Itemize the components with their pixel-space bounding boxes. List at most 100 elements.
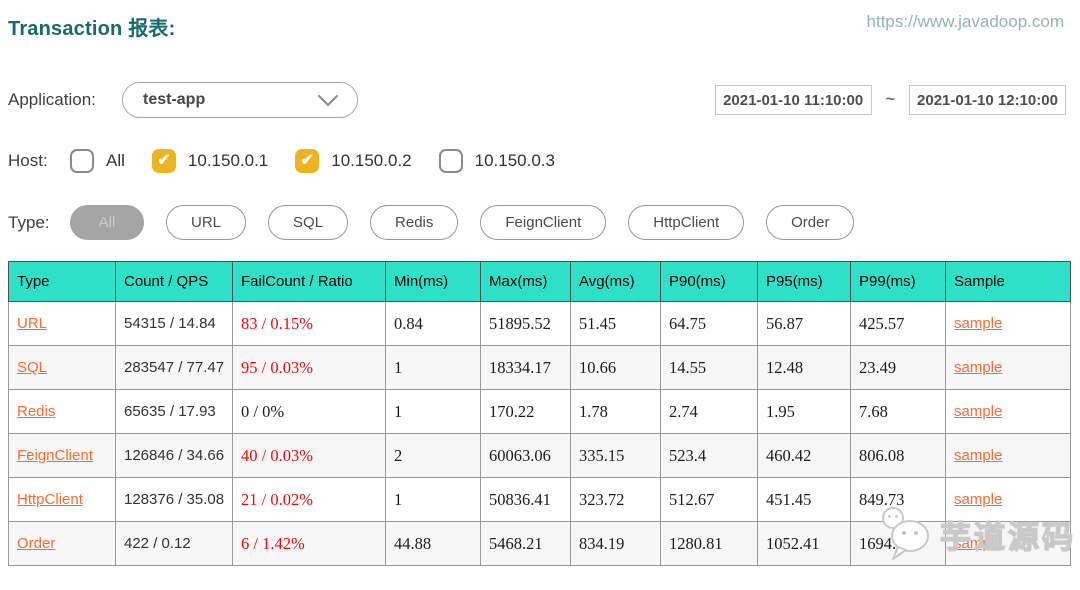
count-qps-cell: 128376 / 35.08: [115, 477, 233, 522]
host-checkbox-10-150-0-3[interactable]: ✔: [438, 149, 463, 173]
p95-cell: 451.45: [757, 477, 851, 522]
type-button-redis[interactable]: Redis: [370, 205, 459, 240]
column-header: FailCount / Ratio: [232, 261, 386, 302]
type-link-feignclient[interactable]: FeignClient: [17, 447, 93, 464]
type-cell: Redis: [8, 389, 116, 434]
count-qps-cell: 126846 / 34.66: [115, 433, 233, 478]
transaction-table: Type Count / QPS FailCount / Ratio Min(ms) M…: [8, 261, 1071, 566]
host-option: ✔ 10.150.0.3: [438, 149, 555, 173]
application-row: Application: test-app 2021-01-10 11:10:0…: [8, 82, 1066, 118]
table-row: FeignClient 126846 / 34.66 40 / 0.03% 2 6006…: [8, 433, 1071, 478]
p99-cell: 1694.15: [850, 521, 946, 566]
sample-link[interactable]: sample: [954, 447, 1003, 464]
type-button-all[interactable]: All: [70, 205, 144, 240]
p99-cell: 425.57: [850, 301, 946, 346]
p90-cell: 64.75: [660, 301, 758, 346]
date-range: 2021-01-10 11:10:00 ~ 2021-01-10 12:10:0…: [714, 85, 1066, 115]
table-row: HttpClient 128376 / 35.08 21 / 0.02% 1 50836…: [8, 477, 1071, 522]
table-row: SQL 283547 / 77.47 95 / 0.03% 1 18334.17 10.6…: [8, 345, 1071, 390]
host-option-label: 10.150.0.2: [331, 151, 412, 170]
type-cell: Order: [8, 521, 116, 566]
max-cell: 50836.41: [480, 477, 571, 522]
failcount-ratio-cell: 6 / 1.42%: [232, 521, 386, 566]
failcount-ratio-cell: 83 / 0.15%: [232, 301, 386, 346]
type-options: All URL SQL Redis FeignClient HttpClient Order: [70, 205, 876, 240]
avg-cell: 323.72: [570, 477, 661, 522]
avg-cell: 1.78: [570, 389, 661, 434]
table-body: URL 54315 / 14.84 83 / 0.15% 0.84 51895.52 51…: [8, 301, 1071, 566]
type-button-sql[interactable]: SQL: [268, 205, 349, 240]
count-qps-cell: 54315 / 14.84: [115, 301, 233, 346]
type-button-url[interactable]: URL: [166, 205, 247, 240]
max-cell: 60063.06: [480, 433, 571, 478]
p99-cell: 7.68: [850, 389, 946, 434]
sample-link[interactable]: sample: [954, 359, 1003, 376]
p99-cell: 23.49: [850, 345, 946, 390]
type-link-redis[interactable]: Redis: [17, 403, 56, 420]
type-button-order[interactable]: Order: [766, 205, 855, 240]
min-cell: 2: [385, 433, 481, 478]
min-cell: 1: [385, 477, 481, 522]
type-row: Type: All URL SQL Redis FeignClient HttpClien…: [8, 205, 1066, 240]
p95-cell: 1.95: [757, 389, 851, 434]
host-checkbox-10-150-0-2[interactable]: ✔: [295, 149, 320, 173]
max-cell: 51895.52: [480, 301, 571, 346]
sample-cell: sample: [945, 345, 1071, 390]
sample-link[interactable]: sample: [954, 535, 1003, 552]
application-label: Application:: [8, 90, 96, 109]
page-title: Transaction 报表:: [8, 18, 176, 40]
host-checkbox-all[interactable]: ✔: [70, 149, 94, 173]
sample-cell: sample: [945, 477, 1071, 522]
p99-cell: 849.73: [850, 477, 946, 522]
chevron-down-icon: [318, 94, 338, 106]
type-button-feignclient[interactable]: FeignClient: [480, 205, 607, 240]
column-header: Count / QPS: [115, 261, 233, 302]
start-datetime-input[interactable]: 2021-01-10 11:10:00: [714, 85, 872, 115]
column-header: P90(ms): [660, 261, 758, 302]
p90-cell: 14.55: [660, 345, 758, 390]
failcount-ratio-cell: 40 / 0.03%: [232, 433, 386, 478]
site-url: https://www.javadoop.com: [866, 12, 1064, 31]
host-label: Host:: [8, 151, 48, 170]
p95-cell: 12.48: [757, 345, 851, 390]
topbar: Transaction 报表: https://www.javadoop.com: [0, 0, 1080, 40]
end-datetime-input[interactable]: 2021-01-10 12:10:00: [909, 85, 1066, 115]
type-cell: URL: [8, 301, 116, 346]
failcount-ratio-cell: 0 / 0%: [232, 389, 386, 434]
column-header: Sample: [945, 261, 1071, 302]
count-qps-cell: 65635 / 17.93: [115, 389, 233, 434]
column-header: P95(ms): [757, 261, 851, 302]
checkmark-icon: ✔: [157, 152, 171, 169]
type-link-sql[interactable]: SQL: [17, 359, 48, 376]
failcount-ratio-cell: 21 / 0.02%: [232, 477, 386, 522]
min-cell: 0.84: [385, 301, 481, 346]
avg-cell: 10.66: [570, 345, 661, 390]
max-cell: 5468.21: [480, 521, 571, 566]
host-option: ✔ 10.150.0.2: [295, 149, 412, 173]
min-cell: 1: [385, 345, 481, 390]
host-checkbox-10-150-0-1[interactable]: ✔: [151, 149, 176, 173]
avg-cell: 335.15: [570, 433, 661, 478]
type-link-order[interactable]: Order: [17, 535, 56, 552]
type-cell: HttpClient: [8, 477, 116, 522]
type-link-httpclient[interactable]: HttpClient: [17, 491, 83, 508]
type-link-url[interactable]: URL: [17, 315, 48, 332]
type-button-httpclient[interactable]: HttpClient: [628, 205, 745, 240]
column-header: Max(ms): [480, 261, 571, 302]
column-header: Type: [8, 261, 116, 302]
failcount-ratio-cell: 95 / 0.03%: [232, 345, 386, 390]
type-cell: SQL: [8, 345, 116, 390]
host-option-label: All: [106, 151, 125, 170]
count-qps-cell: 422 / 0.12: [115, 521, 233, 566]
column-header: P99(ms): [850, 261, 946, 302]
p90-cell: 1280.81: [660, 521, 758, 566]
sample-link[interactable]: sample: [954, 491, 1003, 508]
p99-cell: 806.08: [850, 433, 946, 478]
sample-link[interactable]: sample: [954, 315, 1003, 332]
max-cell: 18334.17: [480, 345, 571, 390]
application-dropdown[interactable]: test-app: [122, 82, 358, 118]
host-row: Host: ✔ All ✔ 10.150.0.1 ✔ 10.150.0.2 ✔ 10.150.…: [8, 148, 1066, 174]
application-dropdown-value: test-app: [143, 91, 206, 108]
sample-link[interactable]: sample: [954, 403, 1003, 420]
host-option-label: 10.150.0.3: [474, 151, 555, 170]
